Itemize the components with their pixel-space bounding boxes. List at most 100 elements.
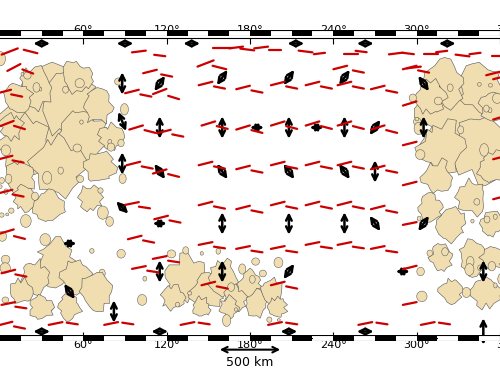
Ellipse shape xyxy=(494,214,497,219)
Bar xyxy=(458,30,479,36)
Polygon shape xyxy=(246,288,268,318)
Polygon shape xyxy=(414,67,496,164)
Polygon shape xyxy=(12,184,36,213)
Ellipse shape xyxy=(117,249,126,258)
Polygon shape xyxy=(436,207,466,244)
Bar xyxy=(416,30,438,36)
Ellipse shape xyxy=(76,176,84,183)
Ellipse shape xyxy=(99,269,105,278)
Polygon shape xyxy=(0,112,24,141)
Ellipse shape xyxy=(1,145,11,156)
Bar xyxy=(0,30,21,36)
Ellipse shape xyxy=(62,86,68,93)
Polygon shape xyxy=(0,112,49,176)
Ellipse shape xyxy=(21,72,24,76)
Bar xyxy=(479,334,500,340)
Polygon shape xyxy=(83,151,117,181)
Text: 500 km: 500 km xyxy=(226,356,274,369)
Ellipse shape xyxy=(90,249,94,253)
Ellipse shape xyxy=(278,319,280,321)
Ellipse shape xyxy=(0,52,6,66)
Bar xyxy=(0,334,21,340)
Ellipse shape xyxy=(143,276,147,281)
Ellipse shape xyxy=(462,287,470,298)
Polygon shape xyxy=(454,116,500,187)
Bar xyxy=(354,30,375,36)
Bar xyxy=(250,30,271,36)
Polygon shape xyxy=(469,277,500,310)
Ellipse shape xyxy=(98,206,108,219)
Polygon shape xyxy=(260,277,282,305)
Polygon shape xyxy=(59,260,93,295)
Ellipse shape xyxy=(216,248,220,254)
Bar xyxy=(438,334,458,340)
Ellipse shape xyxy=(5,174,12,183)
Bar xyxy=(188,30,208,36)
Polygon shape xyxy=(188,272,224,308)
Ellipse shape xyxy=(0,185,2,189)
Ellipse shape xyxy=(138,294,147,305)
Bar xyxy=(312,334,334,340)
Bar xyxy=(21,30,42,36)
Bar xyxy=(208,30,229,36)
Ellipse shape xyxy=(32,192,38,200)
Ellipse shape xyxy=(114,78,122,85)
Bar xyxy=(271,30,291,36)
Ellipse shape xyxy=(416,291,427,302)
Polygon shape xyxy=(476,150,500,183)
Ellipse shape xyxy=(488,84,492,87)
Ellipse shape xyxy=(0,263,10,273)
Ellipse shape xyxy=(417,267,424,276)
Polygon shape xyxy=(20,258,50,296)
Bar xyxy=(396,30,416,36)
Bar xyxy=(334,30,354,36)
Ellipse shape xyxy=(478,82,482,86)
Polygon shape xyxy=(4,83,34,112)
Bar xyxy=(84,30,104,36)
Polygon shape xyxy=(63,62,94,94)
Polygon shape xyxy=(237,268,264,299)
Polygon shape xyxy=(420,158,452,193)
Polygon shape xyxy=(219,294,240,318)
Ellipse shape xyxy=(447,84,453,92)
Polygon shape xyxy=(16,66,52,112)
Ellipse shape xyxy=(427,250,432,256)
Polygon shape xyxy=(43,66,96,138)
Polygon shape xyxy=(428,243,453,272)
Ellipse shape xyxy=(434,97,442,105)
Ellipse shape xyxy=(250,276,255,283)
Ellipse shape xyxy=(167,250,175,258)
Ellipse shape xyxy=(40,234,50,246)
Bar xyxy=(166,30,188,36)
Ellipse shape xyxy=(409,94,416,102)
Ellipse shape xyxy=(44,302,54,311)
Ellipse shape xyxy=(42,171,51,184)
Polygon shape xyxy=(478,246,500,270)
Polygon shape xyxy=(268,296,287,317)
Ellipse shape xyxy=(0,177,4,183)
Ellipse shape xyxy=(466,256,474,267)
Polygon shape xyxy=(32,189,66,221)
Ellipse shape xyxy=(416,150,425,159)
Ellipse shape xyxy=(274,257,283,268)
Polygon shape xyxy=(160,284,186,311)
Ellipse shape xyxy=(119,174,126,183)
Ellipse shape xyxy=(414,122,424,135)
Ellipse shape xyxy=(2,297,8,303)
Polygon shape xyxy=(10,277,33,303)
Ellipse shape xyxy=(120,104,128,115)
Ellipse shape xyxy=(80,120,83,124)
Ellipse shape xyxy=(414,118,421,126)
Polygon shape xyxy=(478,92,500,121)
Bar xyxy=(42,334,62,340)
Bar xyxy=(21,334,42,340)
Ellipse shape xyxy=(73,144,82,152)
Bar xyxy=(416,334,438,340)
Bar xyxy=(104,334,125,340)
Ellipse shape xyxy=(4,189,8,194)
Polygon shape xyxy=(193,296,211,316)
Bar xyxy=(354,334,375,340)
Ellipse shape xyxy=(182,247,188,254)
Polygon shape xyxy=(79,272,112,312)
Bar xyxy=(292,30,312,36)
